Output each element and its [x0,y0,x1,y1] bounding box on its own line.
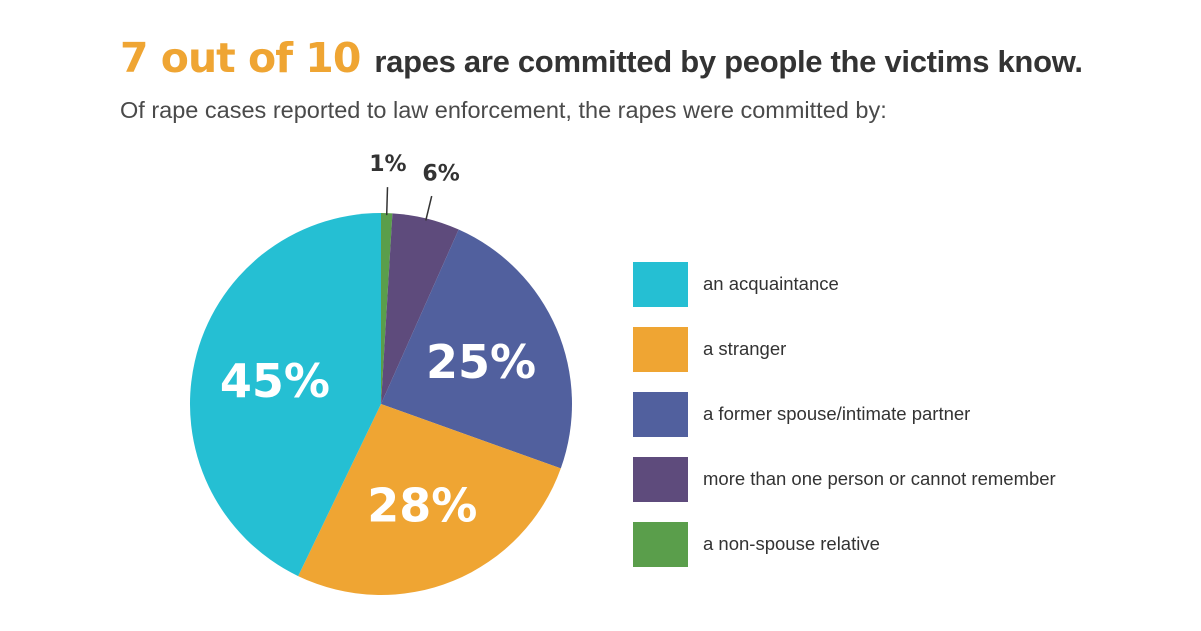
pie-chart: 1% 6% 25% 28% 45% [189,152,572,596]
pie-slice-0 [381,213,393,404]
legend-label: an acquaintance [703,273,839,294]
pie-value-label: 28% [367,479,477,533]
legend-label: more than one person or cannot remember [703,468,1056,489]
legend-swatch [633,522,688,567]
pie-slice-2 [381,229,572,469]
headline: 7 out of 10 rapes are committed by people… [120,34,1083,94]
legend-item-non-spouse-relative: a non-spouse relative [633,522,1153,567]
pie-slice-3 [298,404,561,596]
legend-swatch [633,262,688,307]
pie-value-label: 1% [369,152,406,177]
pie-slice-4 [189,212,381,577]
pie-leader-line [425,195,433,221]
pie-slice-1 [381,213,459,404]
pie-slices [189,212,572,596]
pie-leader-lines [385,187,433,221]
headline-accent: 7 out of 10 [120,34,361,82]
pie-value-labels: 1% 6% 25% 28% 45% [220,152,536,533]
legend-item-stranger: a stranger [633,327,1153,372]
legend-swatch [633,457,688,502]
legend-swatch [633,327,688,372]
pie-leader-line [385,187,389,216]
legend-item-multiple-or-unknown: more than one person or cannot remember [633,457,1153,502]
legend-item-acquaintance: an acquaintance [633,262,1153,307]
legend-label: a former spouse/intimate partner [703,403,971,424]
pie-value-label: 25% [426,335,536,389]
pie-value-label: 6% [422,162,459,187]
chart-subtitle: Of rape cases reported to law enforcemen… [120,97,887,123]
legend-item-former-spouse: a former spouse/intimate partner [633,392,1153,437]
legend-label: a non-spouse relative [703,533,880,554]
pie-value-label: 45% [220,354,330,408]
legend-swatch [633,392,688,437]
legend-label: a stranger [703,338,787,359]
headline-text: rapes are committed by people the victim… [374,44,1083,79]
